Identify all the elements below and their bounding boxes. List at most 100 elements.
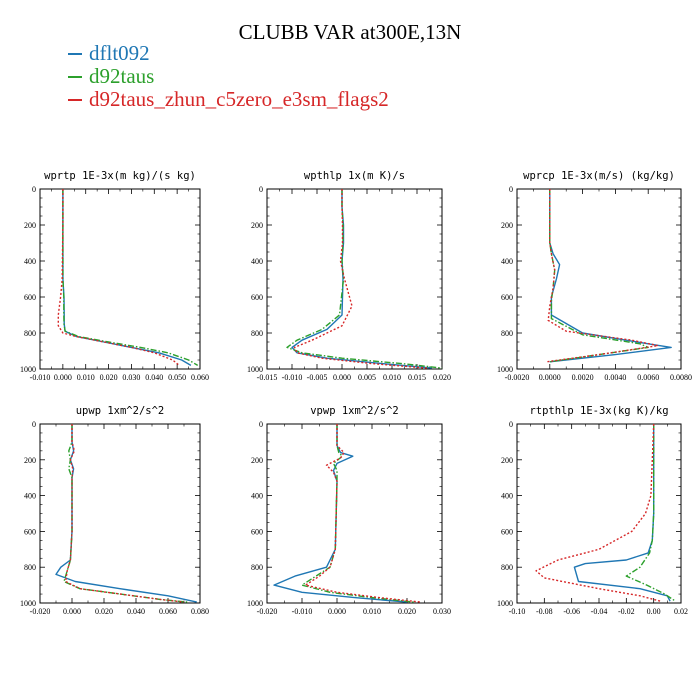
legend-item-dflt092: dflt092 <box>68 41 389 65</box>
panel-title: wprcp 1E-3x(m/s) (kg/kg) <box>523 170 675 182</box>
legend-label: d92taus_zhun_c5zero_e3sm_flags2 <box>89 87 389 111</box>
x-tick-label: 0.02 <box>674 607 688 616</box>
plot-frame <box>516 188 682 370</box>
series-line-d92taus <box>286 189 443 369</box>
y-tick-label: 600 <box>501 293 513 302</box>
legend-item-d92taus: d92taus <box>68 64 389 88</box>
plot-frame <box>266 188 443 370</box>
x-tick-label: 0.000 <box>63 607 81 616</box>
series-line-d92taus <box>63 424 188 603</box>
x-tick-label: -0.08 <box>536 607 553 616</box>
y-tick-label: 600 <box>24 527 36 536</box>
panel-1: wprtp 1E-3x(m kg)/(s kg) 0 200 400 600 800 100… <box>20 170 209 382</box>
series-line-d92taus_zhun_c5zero_e3sm_flags2 <box>535 423 661 602</box>
y-tick-label: 800 <box>501 329 513 338</box>
panel-title: wprtp 1E-3x(m kg)/(s kg) <box>44 170 196 182</box>
x-tick-label: 0.040 <box>145 373 163 382</box>
figure-title: CLUBB VAR at300E,13N <box>238 20 462 44</box>
x-tick-label: 0.030 <box>433 607 451 616</box>
plot-frame <box>39 188 201 370</box>
x-tick-label: 0.000 <box>54 373 72 382</box>
y-tick-label: 800 <box>501 563 513 572</box>
panel-title: rtpthlp 1E-3x(kg K)/kg <box>529 405 668 417</box>
legend-line-icon <box>68 52 82 55</box>
y-tick-label: 1000 <box>20 599 36 608</box>
x-tick-label: -0.010 <box>292 607 313 616</box>
x-tick-label: 0.060 <box>159 607 177 616</box>
plot-frame <box>39 423 201 604</box>
y-tick-label: 400 <box>24 492 36 501</box>
x-tick-label: -0.020 <box>257 607 278 616</box>
y-tick-label: 1000 <box>247 365 263 374</box>
x-tick-label: 0.0060 <box>637 373 659 382</box>
x-tick-label: 0.020 <box>398 607 416 616</box>
y-tick-label: 0 <box>259 420 263 429</box>
y-tick-label: 800 <box>24 329 36 338</box>
panel-title: wpthlp 1x(m K)/s <box>304 170 405 182</box>
y-tick-label: 1000 <box>247 599 263 608</box>
y-tick-label: 0 <box>32 185 36 194</box>
series-line-d92taus_zhun_c5zero_e3sm_flags2 <box>546 189 659 363</box>
series-line-dflt092 <box>291 189 433 369</box>
series-line-dflt092 <box>55 424 197 603</box>
x-tick-label: 0.000 <box>328 607 346 616</box>
y-tick-label: 1000 <box>497 599 513 608</box>
x-tick-label: 0.0040 <box>604 373 626 382</box>
x-tick-label: 0.060 <box>191 373 209 382</box>
x-tick-label: 0.0020 <box>572 373 594 382</box>
x-tick-label: 0.0000 <box>539 373 561 382</box>
series-line-d92taus_zhun_c5zero_e3sm_flags2 <box>64 424 185 603</box>
legend-label: d92taus <box>89 64 155 88</box>
panel-3: wprcp 1E-3x(m/s) (kg/kg) 0 200 400 600 800 100… <box>497 170 692 382</box>
series-line-d92taus_zhun_c5zero_e3sm_flags2 <box>57 189 180 366</box>
x-tick-label: 0.010 <box>363 607 381 616</box>
x-tick-label: -0.015 <box>257 373 278 382</box>
y-tick-label: 200 <box>251 221 263 230</box>
y-tick-label: 200 <box>24 456 36 465</box>
x-tick-label: 0.000 <box>333 373 351 382</box>
y-tick-label: 600 <box>24 293 36 302</box>
y-tick-label: 400 <box>501 257 513 266</box>
series-line-d92taus <box>549 189 649 363</box>
series-line-dflt092 <box>62 189 192 367</box>
x-tick-label: -0.010 <box>282 373 303 382</box>
legend-label: dflt092 <box>89 41 150 65</box>
series-line-dflt092 <box>549 189 672 363</box>
series-line-d92taus <box>62 189 199 367</box>
x-tick-label: 0.030 <box>122 373 140 382</box>
y-tick-label: 600 <box>501 527 513 536</box>
x-tick-label: 0.010 <box>383 373 401 382</box>
y-tick-label: 400 <box>251 257 263 266</box>
y-tick-label: 200 <box>501 221 513 230</box>
x-tick-label: 0.020 <box>95 607 113 616</box>
legend-item-zhun: d92taus_zhun_c5zero_e3sm_flags2 <box>68 87 389 111</box>
x-tick-label: -0.04 <box>591 607 608 616</box>
y-tick-label: 0 <box>509 420 513 429</box>
panel-4: upwp 1xm^2/s^2 0 200 400 600 800 1000-0.020 0.0… <box>20 405 209 616</box>
legend-line-icon <box>68 98 82 101</box>
y-tick-label: 400 <box>251 492 263 501</box>
y-tick-label: 0 <box>32 420 36 429</box>
x-tick-label: 0.020 <box>433 373 451 382</box>
panel-6: rtpthlp 1E-3x(kg K)/kg02004006008001000-… <box>497 405 688 616</box>
y-tick-label: 200 <box>24 221 36 230</box>
legend: dflt092 d92taus d92taus_zhun_c5zero_e3sm… <box>68 41 389 111</box>
x-tick-label: 0.020 <box>100 373 118 382</box>
y-tick-label: 800 <box>251 563 263 572</box>
panel-5: vpwp 1xm^2/s^2 0 200 400 600 800 1000-0.020 -0.… <box>247 405 451 616</box>
series-line-d92taus <box>301 424 415 603</box>
y-tick-label: 0 <box>509 185 513 194</box>
panel-2: wpthlp 1x(m K)/s02004006008001000-0.015-… <box>247 170 451 382</box>
y-tick-label: 0 <box>259 185 263 194</box>
x-tick-label: -0.010 <box>30 373 51 382</box>
x-tick-label: 0.050 <box>168 373 186 382</box>
y-tick-label: 200 <box>251 456 263 465</box>
x-tick-label: -0.0020 <box>505 373 530 382</box>
x-tick-label: 0.015 <box>408 373 426 382</box>
x-tick-label: -0.10 <box>509 607 526 616</box>
series-line-d92taus_zhun_c5zero_e3sm_flags2 <box>304 424 422 603</box>
x-tick-label: -0.06 <box>563 607 580 616</box>
x-tick-label: -0.020 <box>30 607 51 616</box>
legend-line-icon <box>68 75 82 78</box>
